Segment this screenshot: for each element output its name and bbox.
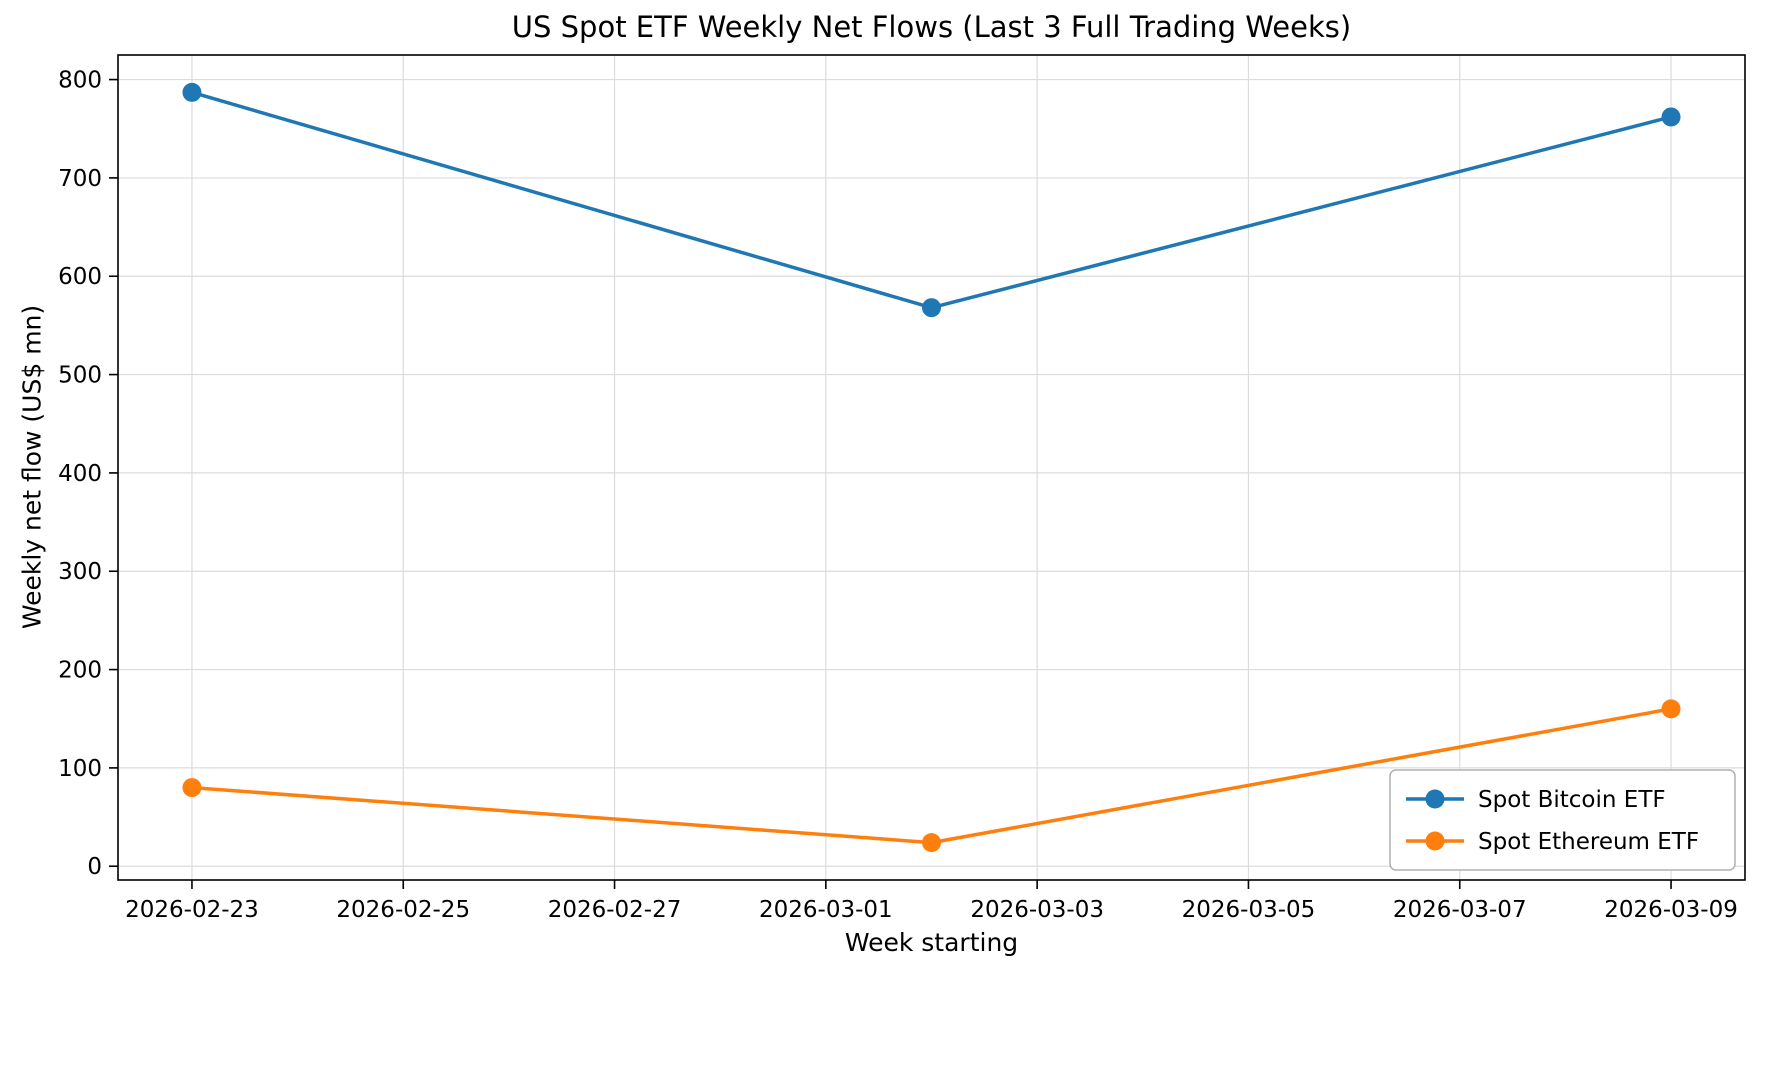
data-point-marker bbox=[922, 833, 941, 853]
x-tick-label: 2026-02-23 bbox=[125, 897, 259, 923]
y-tick-label: 700 bbox=[58, 166, 102, 192]
y-tick-label: 100 bbox=[58, 756, 102, 782]
plot-frame bbox=[117, 54, 1746, 881]
data-point-marker bbox=[182, 82, 202, 102]
chart-title: US Spot ETF Weekly Net Flows (Last 3 Ful… bbox=[511, 10, 1352, 44]
x-tick-label: 2026-02-25 bbox=[336, 897, 470, 923]
x-tick-label: 2026-03-05 bbox=[1182, 897, 1316, 923]
data-point-marker bbox=[1661, 699, 1681, 719]
x-tick-label: 2026-02-27 bbox=[548, 897, 682, 923]
y-tick-label: 0 bbox=[87, 854, 102, 880]
data-point-marker bbox=[922, 298, 941, 318]
legend-marker bbox=[1425, 789, 1445, 809]
y-tick-label: 500 bbox=[58, 363, 102, 389]
x-tick-label: 2026-03-03 bbox=[970, 897, 1104, 923]
y-tick-label: 200 bbox=[58, 658, 102, 684]
data-point-marker bbox=[182, 778, 202, 798]
legend-label: Spot Bitcoin ETF bbox=[1478, 787, 1666, 813]
legend-marker bbox=[1425, 831, 1445, 851]
x-tick-label: 2026-03-09 bbox=[1604, 897, 1738, 923]
data-point-marker bbox=[1661, 107, 1681, 127]
y-tick-label: 800 bbox=[58, 68, 102, 94]
legend-box bbox=[1389, 769, 1736, 871]
series-line bbox=[190, 90, 1673, 310]
x-axis-label: Week starting bbox=[844, 928, 1019, 957]
y-tick-label: 600 bbox=[58, 264, 102, 290]
x-tick-label: 2026-03-01 bbox=[759, 897, 893, 923]
x-tick-label: 2026-03-07 bbox=[1393, 897, 1527, 923]
y-tick-label: 400 bbox=[58, 461, 102, 487]
y-tick-label: 300 bbox=[58, 559, 102, 585]
legend-label: Spot Ethereum ETF bbox=[1478, 829, 1699, 855]
